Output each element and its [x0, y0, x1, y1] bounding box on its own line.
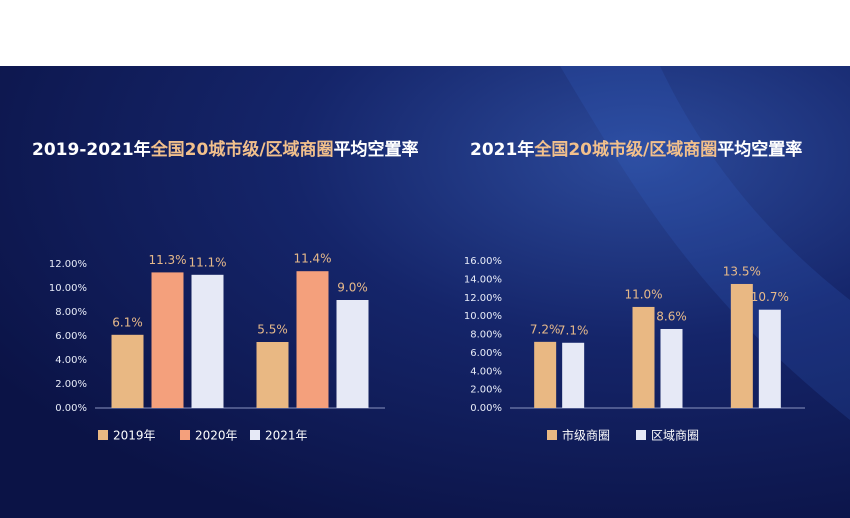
legend-swatch: [98, 430, 108, 440]
legend-label: 市级商圈: [562, 428, 610, 443]
bar: [534, 341, 557, 408]
value-label: 11.3%: [148, 253, 186, 267]
chart-title: 2019-2021年全国20城市级/区域商圈平均空置率: [32, 139, 419, 160]
background: [0, 66, 850, 518]
bar: [562, 342, 585, 408]
value-label: 6.1%: [112, 315, 143, 329]
bar: [336, 300, 369, 408]
value-label: 10.7%: [751, 290, 789, 304]
y-tick-label: 12.00%: [49, 259, 87, 270]
y-tick-label: 12.00%: [464, 293, 502, 304]
value-label: 7.2%: [530, 322, 561, 336]
value-label: 11.0%: [624, 287, 662, 301]
bar: [758, 309, 781, 408]
y-tick-label: 0.00%: [55, 403, 87, 414]
bar: [191, 274, 224, 408]
title-part: 平均空置率: [334, 139, 419, 160]
y-tick-label: 0.00%: [470, 403, 502, 414]
y-tick-label: 10.00%: [464, 311, 502, 322]
bar: [632, 306, 655, 408]
bar: [256, 342, 289, 408]
value-label: 7.1%: [558, 323, 589, 337]
title-part: 2019-2021年: [32, 139, 151, 160]
y-tick-label: 4.00%: [470, 366, 502, 377]
y-tick-label: 14.00%: [464, 274, 502, 285]
y-tick-label: 2.00%: [470, 385, 502, 396]
legend-swatch: [636, 430, 646, 440]
legend-swatch: [180, 430, 190, 440]
legend-swatch: [547, 430, 557, 440]
value-label: 5.5%: [257, 323, 288, 337]
y-tick-label: 16.00%: [464, 256, 502, 267]
title-part: 全国20城市级/区域商圈: [150, 139, 334, 160]
y-tick-label: 6.00%: [55, 331, 87, 342]
bar: [730, 283, 753, 408]
y-tick-label: 6.00%: [470, 348, 502, 359]
legend-label: 2020年: [195, 429, 238, 443]
value-label: 13.5%: [723, 264, 761, 278]
value-label: 9.0%: [337, 281, 368, 295]
bar: [296, 271, 329, 408]
title-part: 平均空置率: [717, 139, 802, 160]
y-tick-label: 10.00%: [49, 283, 87, 294]
bar: [111, 334, 144, 408]
y-tick-label: 8.00%: [470, 330, 502, 341]
y-tick-label: 4.00%: [55, 355, 87, 366]
y-tick-label: 8.00%: [55, 307, 87, 318]
title-part: 全国20城市级/区域商圈: [533, 139, 717, 160]
value-label: 11.4%: [293, 252, 331, 266]
legend-label: 2019年: [113, 429, 156, 443]
y-tick-label: 2.00%: [55, 379, 87, 390]
bar: [151, 272, 184, 408]
value-label: 8.6%: [656, 309, 687, 323]
legend-label: 区域商圈: [651, 428, 699, 443]
legend-label: 2021年: [265, 429, 308, 443]
chart-title: 2021年全国20城市级/区域商圈平均空置率: [470, 139, 802, 160]
value-label: 11.1%: [188, 255, 226, 269]
title-part: 2021年: [470, 139, 534, 160]
legend-swatch: [250, 430, 260, 440]
bar: [660, 328, 683, 408]
